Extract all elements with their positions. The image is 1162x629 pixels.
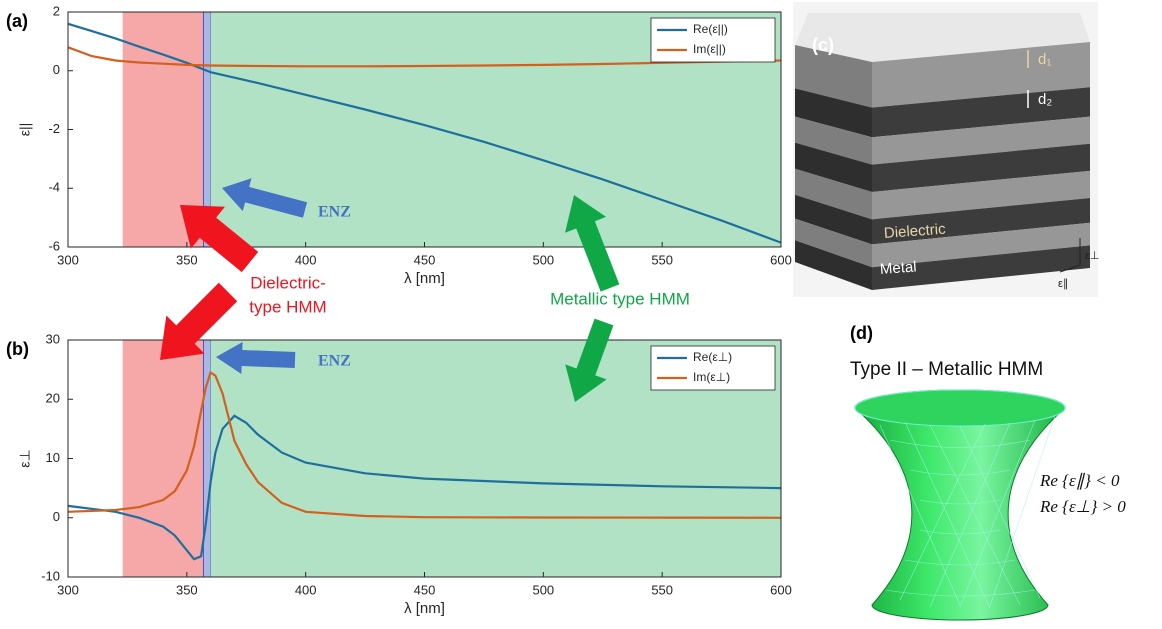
panel-label: (c) — [812, 35, 834, 55]
enz-label: ENZ — [318, 353, 351, 370]
legend-label: Im(ε⊥) — [693, 370, 730, 384]
x-tick-label: 400 — [295, 582, 317, 597]
x-axis-label: λ [nm] — [404, 600, 445, 617]
annotation: Dielectric- — [250, 273, 326, 292]
y-tick-label: -4 — [48, 180, 60, 195]
x-tick-label: 300 — [57, 582, 79, 597]
y-tick-label: 20 — [46, 391, 60, 406]
x-tick-label: 400 — [295, 252, 317, 267]
enz-label: ENZ — [318, 204, 351, 221]
x-tick-label: 450 — [414, 582, 436, 597]
y-tick-label: 0 — [53, 62, 60, 77]
x-tick-label: 350 — [176, 582, 198, 597]
panel-label: (a) — [6, 11, 28, 31]
condition: Re {ε∥} < 0 — [1039, 471, 1120, 490]
panel-d: (d) Type II – Metallic HMM Re {ε∥} < 0 R… — [850, 323, 1126, 620]
condition: Re {ε⊥} > 0 — [1039, 497, 1126, 516]
y-tick-label: -2 — [48, 121, 60, 136]
y-axis-label: ε|| — [17, 123, 33, 137]
hyperboloid-top — [855, 390, 1065, 426]
layer-label: d₁ — [1038, 51, 1051, 68]
x-tick-label: 600 — [770, 582, 792, 597]
y-axis-label: ε⊥ — [17, 449, 33, 467]
axis-label: ε∥ — [1058, 278, 1068, 290]
panel-label: (b) — [6, 339, 29, 359]
annotation: Metallic type HMM — [550, 289, 690, 308]
y-tick-label: 10 — [46, 450, 60, 465]
x-tick-label: 500 — [532, 582, 554, 597]
layer-label: d₂ — [1038, 91, 1052, 108]
figure: (c)d₁d₂DielectricMetalε⊥ε∥ (d) Type II –… — [0, 0, 1162, 629]
x-axis-label: λ [nm] — [404, 270, 445, 287]
x-tick-label: 550 — [651, 582, 673, 597]
x-tick-label: 300 — [57, 252, 79, 267]
legend-label: Im(ε||) — [693, 42, 726, 56]
annotation: type HMM — [249, 297, 326, 316]
y-tick-label: 2 — [53, 3, 60, 18]
axis-label: ε⊥ — [1085, 250, 1100, 262]
layer-label: Metal — [879, 258, 917, 278]
x-tick-label: 600 — [770, 252, 792, 267]
legend-label: Re(ε||) — [693, 22, 728, 36]
x-tick-label: 350 — [176, 252, 198, 267]
panel-title: Type II – Metallic HMM — [850, 359, 1043, 380]
legend-label: Re(ε⊥) — [693, 350, 732, 364]
y-tick-label: 0 — [53, 509, 60, 524]
y-tick-label: -6 — [48, 238, 60, 253]
chart: 300 350 400 450 500 550 600 -6 -4 -2 0 2 λ [nm] ε|| (a… — [6, 3, 792, 287]
chart: 300 350 400 450 500 550 600 -10 0 10 20 30 λ [nm] ε⊥ (… — [6, 331, 792, 617]
y-tick-label: 30 — [46, 331, 60, 346]
x-tick-label: 550 — [651, 252, 673, 267]
y-tick-label: -10 — [41, 568, 60, 583]
x-tick-label: 450 — [414, 252, 436, 267]
x-tick-label: 500 — [532, 252, 554, 267]
panel-label: (d) — [850, 323, 873, 343]
